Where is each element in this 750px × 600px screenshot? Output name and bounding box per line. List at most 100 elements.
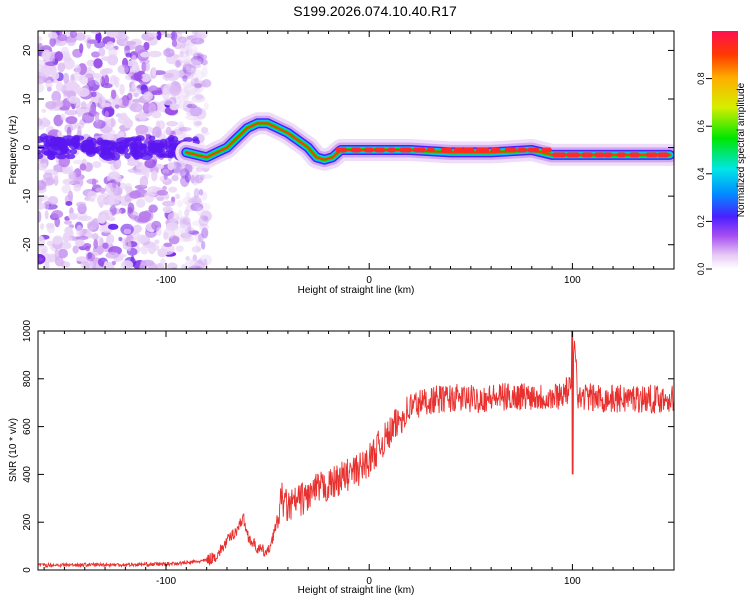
heatmap-noise-blob xyxy=(186,204,197,212)
heatmap-noise-blob xyxy=(94,75,103,86)
heatmap-noise-blob xyxy=(198,189,204,196)
heatmap-noise-blob xyxy=(53,170,59,182)
heatmap-noise-blob xyxy=(104,110,109,118)
ridge-peak xyxy=(426,147,435,153)
heatmap-noise-blob xyxy=(199,254,213,266)
heatmap-noise-blob xyxy=(171,266,178,269)
heatmap-noise-blob xyxy=(187,103,193,109)
ridge-peak xyxy=(399,147,412,153)
ridge-peak xyxy=(475,147,490,153)
heatmap-noise-blob xyxy=(193,201,204,207)
heatmap-noise-blob xyxy=(41,117,48,123)
heatmap-noise-blob xyxy=(106,234,115,245)
heatmap-noise-blob xyxy=(199,54,208,60)
heatmap-noise-blob xyxy=(183,137,194,143)
heatmap-noise-blob xyxy=(65,201,73,206)
heatmap-noise-blob xyxy=(38,196,43,204)
heatmap-noise-blob xyxy=(201,240,206,250)
heatmap-noise-blob xyxy=(42,172,53,181)
heatmap-noise-blob xyxy=(64,109,78,116)
heatmap-noise-blob xyxy=(126,92,133,101)
heatmap-noise-blob xyxy=(124,182,133,194)
heatmap-noise-blob xyxy=(180,164,186,175)
heatmap-noise-blob xyxy=(95,31,102,44)
heatmap-noise-blob xyxy=(141,61,147,73)
ridge-peak xyxy=(629,152,640,158)
heatmap-noise-blob xyxy=(55,153,67,160)
heatmap-noise-blob xyxy=(145,62,151,72)
heatmap-noise-blob xyxy=(63,261,71,268)
heatmap-noise-blob xyxy=(87,39,98,44)
heatmap-noise-blob xyxy=(91,178,97,187)
heatmap-noise-blob xyxy=(101,139,111,147)
heatmap-noise-blob xyxy=(38,36,43,42)
spectrogram-xlabel: Height of straight line (km) xyxy=(298,285,415,296)
heatmap-noise-blob xyxy=(184,209,190,217)
heatmap-noise-blob xyxy=(176,96,182,105)
heatmap-noise-blob xyxy=(179,51,184,59)
heatmap-noise-blob xyxy=(117,64,130,75)
heatmap-noise-blob xyxy=(184,227,195,234)
heatmap-noise-blob xyxy=(120,144,129,149)
spectrogram-xtick-label: -100 xyxy=(156,275,176,286)
colorbar-ticks: 0.0 0.2 0.4 0.6 0.8 xyxy=(696,72,712,275)
heatmap-noise-blob xyxy=(171,174,179,182)
heatmap-noise-blob xyxy=(61,241,72,250)
heatmap-noise-blob xyxy=(68,165,74,175)
heatmap-noise-blob xyxy=(192,136,199,142)
heatmap-noise-blob xyxy=(163,242,173,248)
ridge-peak xyxy=(645,152,658,158)
heatmap-noise-blob xyxy=(123,118,134,129)
heatmap-noise-blob xyxy=(156,196,165,202)
heatmap-noise-blob xyxy=(45,61,58,67)
heatmap-noise-blob xyxy=(185,200,197,206)
heatmap-noise-blob xyxy=(187,221,192,233)
snr-ytick-label: 800 xyxy=(22,370,33,387)
heatmap-noise-blob xyxy=(93,239,98,250)
heatmap-noise-blob xyxy=(106,31,119,38)
heatmap-noise-blob xyxy=(61,145,69,153)
heatmap-noise-blob xyxy=(183,94,189,105)
heatmap-noise-blob xyxy=(98,97,103,105)
heatmap-noise-blob xyxy=(201,191,208,201)
snr-ytick-label: 600 xyxy=(22,418,33,435)
heatmap-noise-blob xyxy=(111,260,117,266)
heatmap-noise-blob xyxy=(54,248,59,261)
heatmap-noise-blob xyxy=(51,90,62,103)
colorbar-tick-label: 0.8 xyxy=(696,72,706,85)
heatmap-noise-blob xyxy=(68,213,78,220)
heatmap-noise-blob xyxy=(70,148,78,155)
heatmap-noise-blob xyxy=(68,95,78,104)
heatmap-noise-blob xyxy=(191,246,201,253)
ridge-peak xyxy=(350,147,362,153)
heatmap-noise-blob xyxy=(178,127,192,132)
heatmap-noise-blob xyxy=(44,200,50,210)
heatmap-noise-blob xyxy=(135,124,149,135)
ridge-peak xyxy=(387,147,396,153)
heatmap-noise-blob xyxy=(94,113,100,123)
heatmap-noise-blob xyxy=(76,256,89,262)
heatmap-noise-blob xyxy=(190,78,196,86)
snr-xtick-label: 0 xyxy=(366,576,372,587)
heatmap-noise-blob xyxy=(38,42,43,50)
heatmap-noise-blob xyxy=(90,31,100,34)
heatmap-noise-blob xyxy=(110,117,115,128)
heatmap-noise-blob xyxy=(129,141,139,150)
heatmap-noise-blob xyxy=(91,161,102,168)
heatmap-noise-blob xyxy=(86,59,96,67)
spectrogram-ytick-label: 10 xyxy=(22,93,33,105)
heatmap-noise-blob xyxy=(127,168,142,174)
heatmap-noise-blob xyxy=(185,114,199,121)
heatmap-noise-blob xyxy=(183,35,197,47)
heatmap-noise-blob xyxy=(125,52,132,58)
heatmap-noise-blob xyxy=(119,83,125,96)
heatmap-noise-blob xyxy=(54,51,64,62)
ridge-peak xyxy=(453,147,464,153)
heatmap-noise-blob xyxy=(127,240,132,252)
heatmap-noise-blob xyxy=(162,206,173,214)
heatmap-noise-blob xyxy=(173,31,186,34)
heatmap-noise-blob xyxy=(191,178,197,184)
heatmap-noise-blob xyxy=(44,210,49,220)
heatmap-noise-blob xyxy=(86,252,96,262)
heatmap-noise-blob xyxy=(47,196,59,206)
